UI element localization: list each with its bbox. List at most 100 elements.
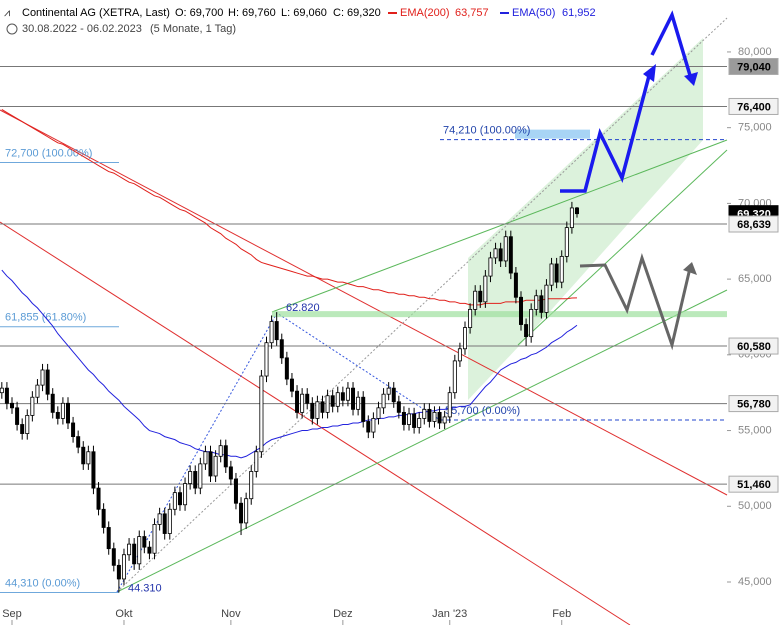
candle-body [544, 284, 549, 313]
ema-line [1, 269, 578, 459]
ohlc-label: C: 69,320 [333, 7, 381, 19]
candle-body [223, 445, 228, 468]
ohlc-label: L: 69,060 [281, 7, 327, 19]
level-label: 68,639 [737, 219, 771, 231]
y-tick-label: 75,000 [738, 122, 772, 134]
candle-body [549, 263, 554, 286]
candle-body [391, 387, 396, 403]
legend-name: EMA(50) [512, 7, 555, 19]
candle-body [259, 375, 264, 453]
candle-body [524, 324, 529, 338]
x-tick-label: Feb [552, 608, 571, 620]
channel-fill [468, 38, 703, 400]
candle-body [203, 451, 208, 465]
candle-body [249, 471, 254, 500]
candle-body [422, 408, 427, 419]
candle-body [147, 546, 152, 554]
candle-body [457, 348, 462, 362]
y-tick-label: 50,000 [738, 500, 772, 512]
instrument-title: Continental AG (XETRA, Last) [22, 7, 170, 19]
candle-body [345, 387, 350, 401]
legend-name: EMA(200) [400, 7, 450, 19]
legend-value: 61,952 [562, 7, 596, 19]
period: (5 Monate, 1 Tag) [150, 23, 236, 35]
x-tick-label: Nov [221, 608, 241, 620]
x-tick-label: Dez [333, 608, 353, 620]
candle-body [315, 401, 320, 419]
candle-body [106, 527, 111, 550]
candle-body [167, 508, 172, 534]
candle-body [407, 413, 412, 425]
candle-body [289, 378, 294, 392]
candle-body [320, 401, 325, 413]
candle-body [35, 384, 40, 398]
candle-body [376, 407, 381, 419]
level-label: 60,580 [737, 341, 771, 353]
candle-body [274, 321, 279, 341]
candle-body [371, 418, 376, 433]
point-label: 62.820 [286, 302, 320, 314]
arrow-drawings [560, 10, 698, 351]
candle-body [60, 402, 65, 419]
candle-body [81, 446, 86, 465]
candle-body [177, 492, 182, 506]
header: ⩘ Continental AG (XETRA, Last) O: 69,700 H:… [4, 7, 596, 35]
candle-body [564, 227, 569, 257]
candle-body [534, 295, 539, 310]
candle-body [305, 393, 310, 404]
candle-body [396, 401, 401, 413]
candle-body [361, 396, 366, 422]
candle-body [574, 207, 579, 215]
candle-body [412, 413, 417, 428]
candle-body [488, 257, 493, 277]
candle-body [452, 360, 457, 394]
candle-body [539, 295, 544, 313]
candle-body [284, 357, 289, 380]
candle-body [208, 451, 213, 477]
level-box [728, 57, 779, 75]
candle-body [172, 492, 177, 510]
candle-body [498, 248, 503, 262]
candle-body [386, 387, 391, 395]
candle-body [508, 236, 513, 274]
level-box [728, 395, 779, 413]
candle-body [513, 272, 518, 298]
candle-body [91, 451, 96, 489]
candle-body [468, 308, 473, 328]
candle-body [381, 393, 386, 409]
grey-arrow [579, 253, 692, 351]
level-label: 56,780 [737, 398, 771, 410]
candle-body [218, 445, 223, 457]
candle-body [121, 554, 126, 580]
red-trendline [0, 109, 728, 496]
candle-body [101, 508, 106, 528]
candle-body [50, 393, 55, 413]
y-tick-label: 65,000 [738, 273, 772, 285]
candle-body [76, 436, 81, 448]
candle-body [295, 390, 300, 413]
candle-body [96, 487, 101, 510]
candle-body [157, 513, 162, 525]
fib-label: 44,310 (0.00%) [5, 577, 80, 589]
candle-body [111, 548, 116, 566]
candle-body [264, 342, 269, 377]
candle-body [213, 455, 218, 477]
y-tick-label: 55,000 [738, 424, 772, 436]
legend-value: 63,757 [455, 7, 489, 19]
candle-body [351, 387, 356, 410]
candle-body [442, 416, 447, 424]
candle-body [463, 327, 468, 350]
candle-body [132, 543, 137, 565]
candle-body [65, 402, 70, 424]
candle-body [417, 418, 422, 428]
candle-body [71, 422, 76, 438]
candle-body [503, 236, 508, 262]
blue-arrow [650, 10, 694, 83]
date-range: 30.08.2022 - 06.02.2023 [22, 23, 142, 35]
icon: ⩘ [4, 7, 10, 19]
candle-body [142, 536, 147, 548]
green-trendline [116, 289, 728, 593]
candle-body [559, 255, 564, 283]
candle-body [340, 392, 345, 401]
candle-body [152, 524, 157, 554]
